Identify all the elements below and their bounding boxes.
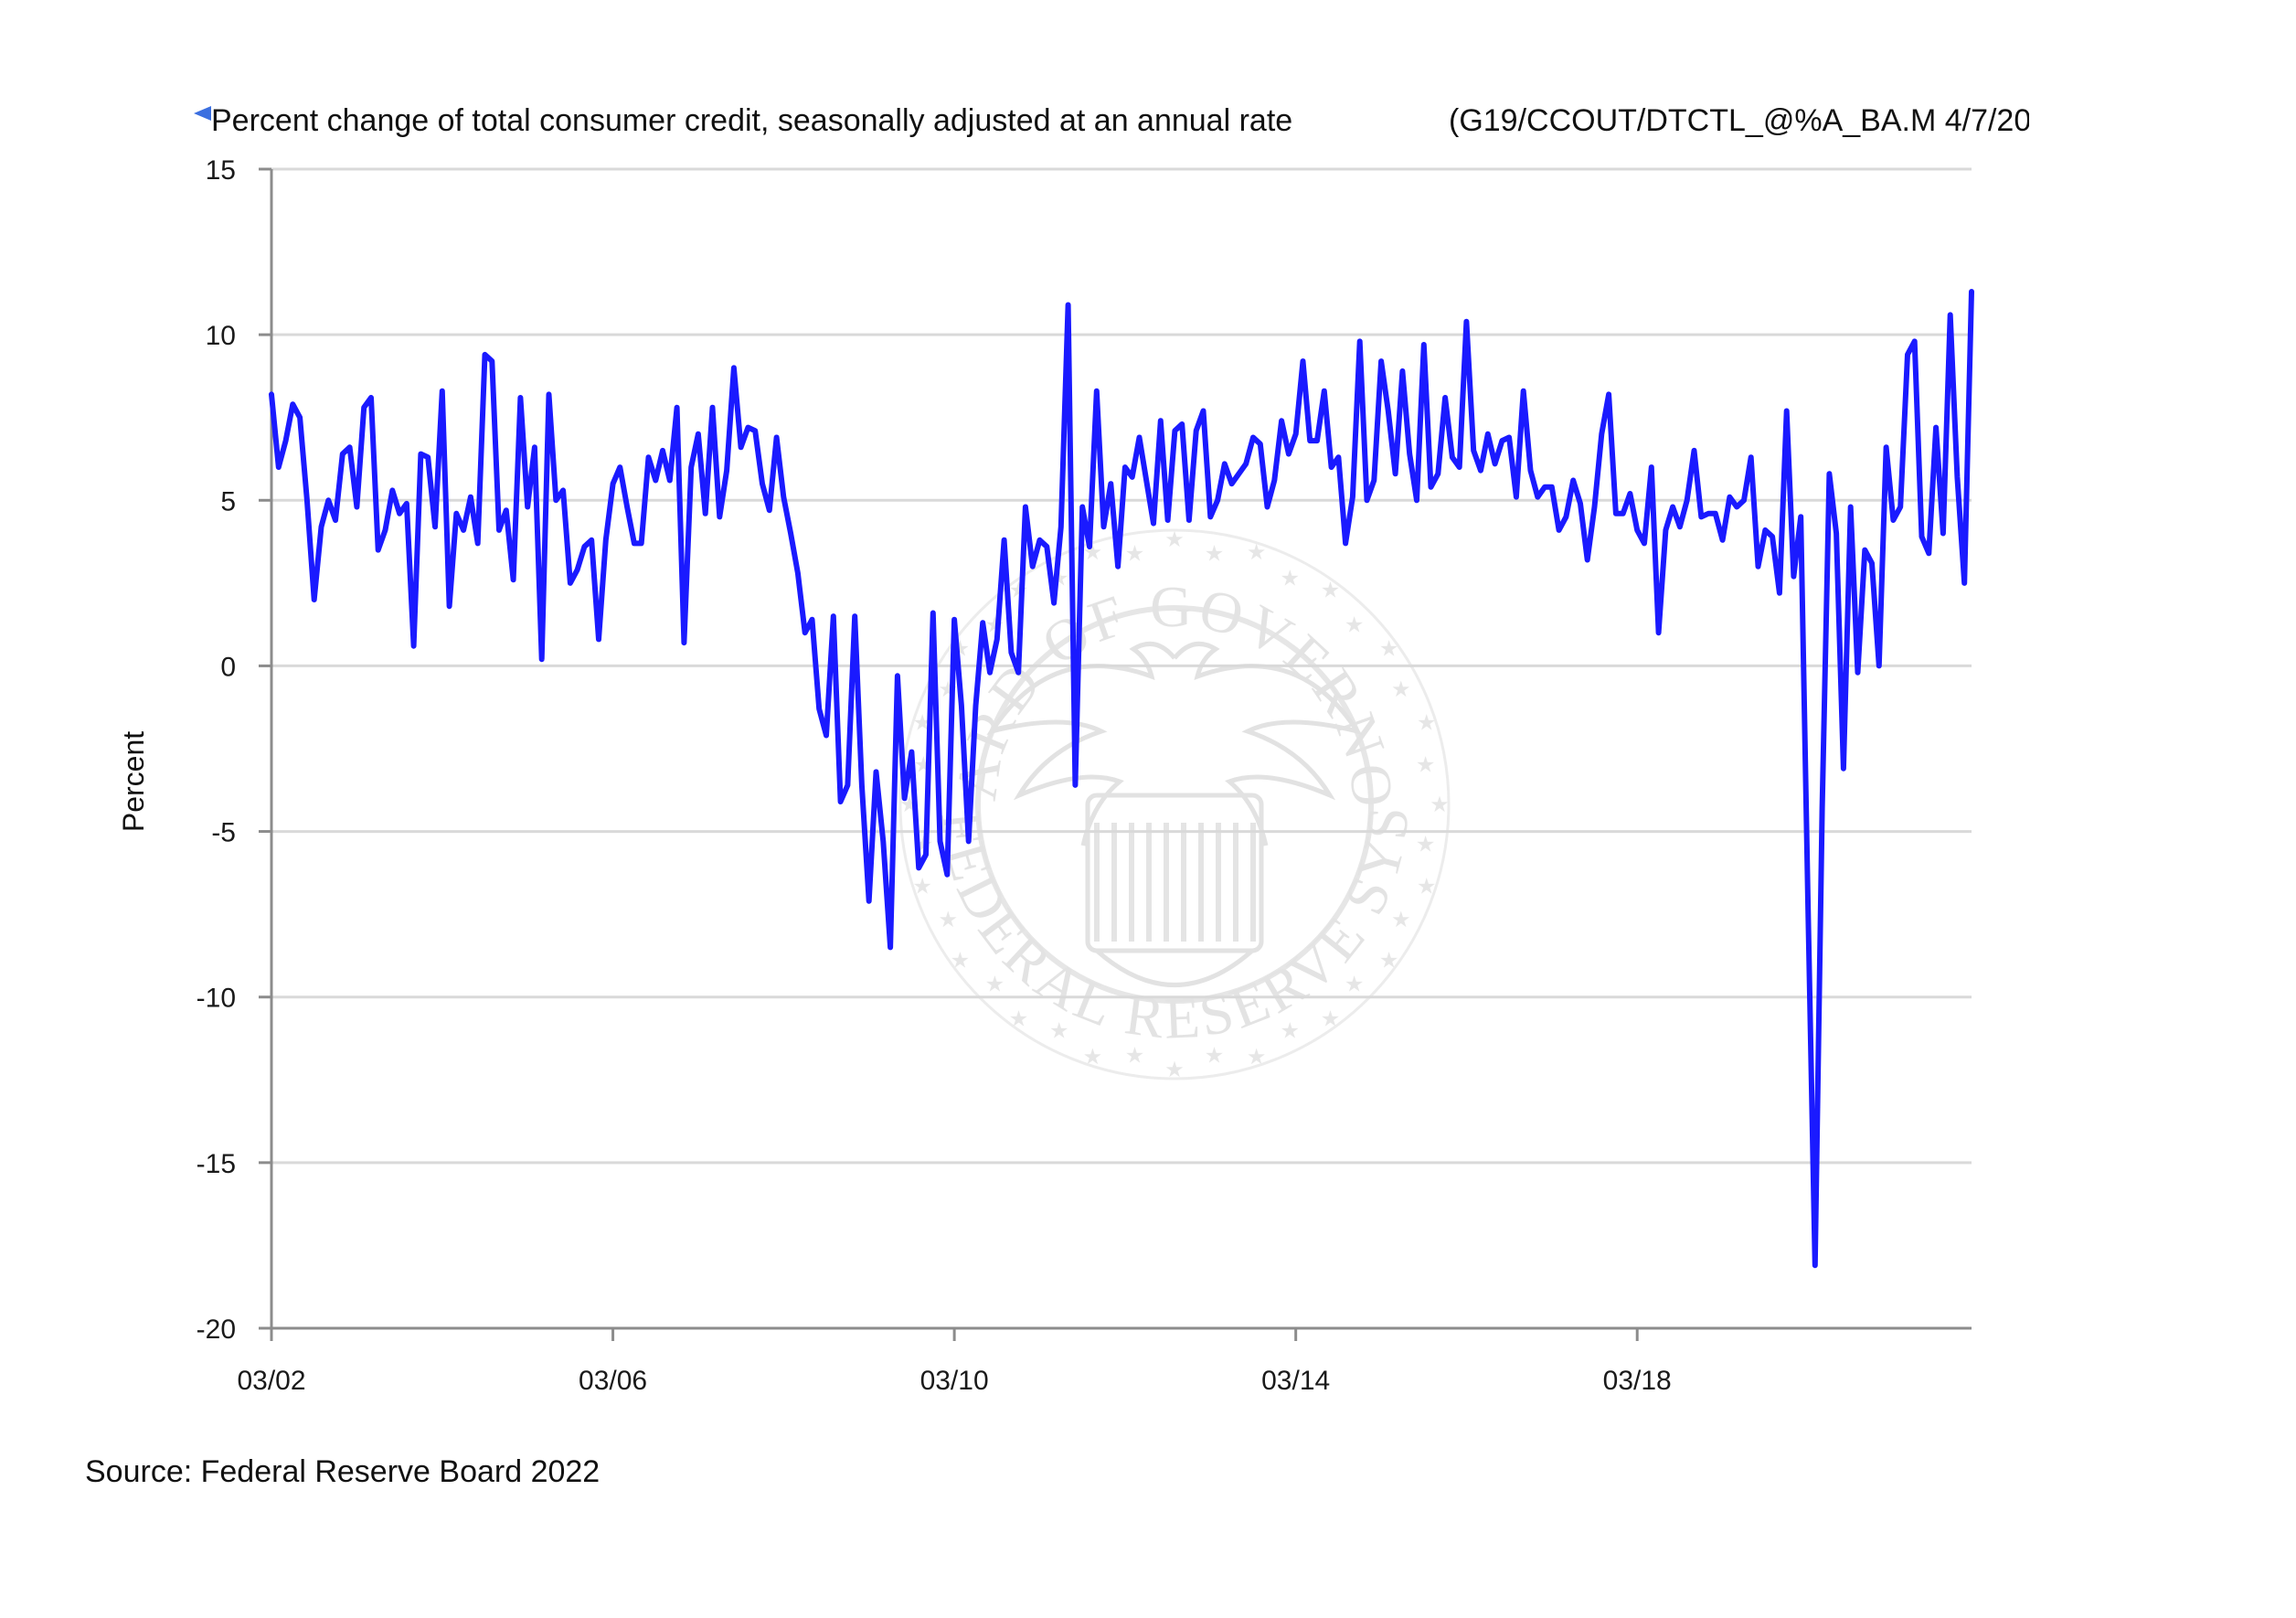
seal-star-icon: ★: [1205, 1044, 1225, 1069]
seal-star-icon: ★: [1125, 541, 1145, 566]
x-tick-label: 03/14: [1261, 1366, 1330, 1396]
x-axis-ticks: 03/02 03/06 03/10 03/14 03/18: [237, 1328, 1672, 1396]
seal-star-icon: ★: [985, 973, 1005, 997]
seal-shield-stripes: [1094, 823, 1256, 942]
chart-title: Percent change of total consumer credit,…: [211, 103, 1292, 138]
seal-star-icon: ★: [1430, 793, 1450, 817]
x-tick-label: 03/02: [237, 1366, 305, 1396]
seal-star-icon: ★: [1280, 1019, 1300, 1044]
seal-star-icon: ★: [1247, 540, 1267, 565]
seal-stars: ★★★★★★★★★★★★★★★★★★★★★★★★★★★ ★★ ★★★ ★★ ★★★★★★: [899, 527, 1450, 1082]
seal-star-icon: ★: [1391, 677, 1411, 702]
x-tick-label: 03/18: [1603, 1366, 1672, 1396]
seal-star-icon: ★: [1009, 1007, 1029, 1032]
source-note: Source: Federal Reserve Board 2022: [85, 1454, 600, 1489]
y-axis-title: Percent: [117, 731, 150, 832]
series-line: [269, 289, 1974, 1269]
y-tick-label: 15: [206, 155, 236, 186]
seal-star-icon: ★: [1416, 753, 1436, 778]
collapse-arrow-icon[interactable]: [194, 106, 211, 121]
y-tick-label: -10: [197, 984, 236, 1014]
series-code: (G19/CCOUT/DTCTL_@%A_BA.M 4/7/20: [1449, 103, 2031, 138]
y-tick-label: -20: [197, 1315, 236, 1345]
seal-star-icon: ★: [1321, 1007, 1341, 1032]
seal-star-icon: ★: [1391, 908, 1411, 932]
seal-star-icon: ★: [1164, 527, 1185, 552]
seal-star-icon: ★: [1345, 973, 1365, 997]
seal-star-icon: ★: [1009, 578, 1029, 602]
x-tick-label: 03/10: [920, 1366, 989, 1396]
seal-star-icon: ★: [1125, 1044, 1145, 1069]
y-tick-label: 5: [220, 486, 236, 516]
seal-star-icon: ★: [1379, 637, 1399, 662]
seal-star-icon: ★: [1379, 948, 1399, 973]
seal-star-icon: ★: [1049, 1019, 1069, 1044]
series-code-clip: (G19/CCOUT/DTCTL_@%A_BA.M 4/7/20: [1449, 103, 2031, 138]
seal-star-icon: ★: [1416, 832, 1436, 857]
seal-star-icon: ★: [912, 875, 932, 899]
seal-star-icon: ★: [1417, 710, 1437, 735]
seal-star-icon: ★: [1345, 612, 1365, 637]
seal-star-icon: ★: [1164, 1058, 1185, 1082]
y-tick-label: -15: [197, 1149, 236, 1179]
seal-star-icon: ★: [939, 908, 959, 932]
seal-star-icon: ★: [1417, 875, 1437, 899]
x-tick-label: 03/06: [579, 1366, 647, 1396]
y-tick-label: 0: [220, 652, 236, 682]
y-tick-label: 10: [206, 321, 236, 351]
y-tick-label: -5: [211, 818, 236, 848]
seal-star-icon: ★: [1205, 541, 1225, 566]
y-axis-ticks: 15 10 5 0 -5 -10 -15 -20: [197, 155, 271, 1345]
seal-star-icon: ★: [1321, 578, 1341, 602]
seal-star-icon: ★: [1280, 566, 1300, 591]
seal-eagle-icon: [986, 641, 1363, 987]
seal-star-icon: ★: [951, 948, 971, 973]
